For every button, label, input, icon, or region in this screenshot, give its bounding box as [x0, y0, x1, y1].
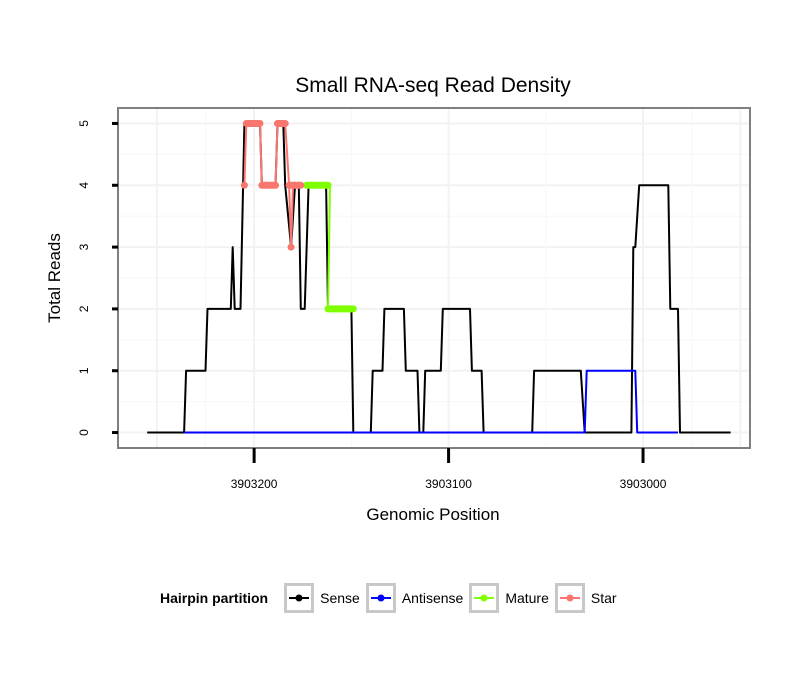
y-tick-label-5: 5	[77, 120, 91, 127]
legend-key-star-icon	[554, 583, 585, 613]
legend-title: Hairpin partition	[160, 590, 269, 606]
legend-label-sense: Sense	[320, 590, 360, 606]
chart-title: Small RNA-seq Read Density	[295, 74, 571, 97]
series-antisense	[184, 369, 678, 434]
y-tick-label-2: 2	[77, 305, 91, 312]
legend-key-antisense-icon	[365, 583, 396, 613]
legend-label-mature: Mature	[505, 590, 549, 606]
legend-item-antisense: Antisense	[365, 583, 464, 613]
series-mature	[303, 181, 357, 313]
star-line	[243, 122, 301, 249]
star-point-0	[240, 181, 248, 189]
star-point-1	[287, 243, 295, 251]
x-tick-label-2: 3903000	[620, 477, 667, 491]
legend-key-mature-icon	[469, 583, 500, 613]
x-axis-label: Genomic Position	[366, 505, 499, 524]
legend-key-sense-icon	[284, 583, 315, 613]
series-layer	[147, 119, 731, 434]
y-tick-label-4: 4	[77, 182, 91, 189]
axis-ticks: 0 1 2 3 4 5 3903200 3903100 3903000	[77, 120, 667, 491]
antisense-line	[184, 369, 678, 434]
legend-label-antisense: Antisense	[401, 590, 464, 606]
y-tick-label-0: 0	[77, 429, 91, 436]
plot-border	[117, 107, 751, 449]
legend-item-sense: Sense	[284, 583, 360, 613]
legend-item-star: Star	[554, 583, 617, 613]
y-tick-label-3: 3	[77, 243, 91, 250]
legend-label-star: Star	[590, 590, 617, 606]
series-star	[240, 119, 305, 251]
x-tick-label-0: 3903200	[231, 477, 278, 491]
legend-item-mature: Mature	[469, 583, 549, 613]
legend: Hairpin partition Sense Antisense Mature…	[160, 578, 623, 618]
mature-line	[306, 184, 354, 310]
y-axis-label: Total Reads	[45, 233, 64, 323]
y-tick-label-1: 1	[77, 367, 91, 374]
x-tick-label-1: 3903100	[425, 477, 472, 491]
